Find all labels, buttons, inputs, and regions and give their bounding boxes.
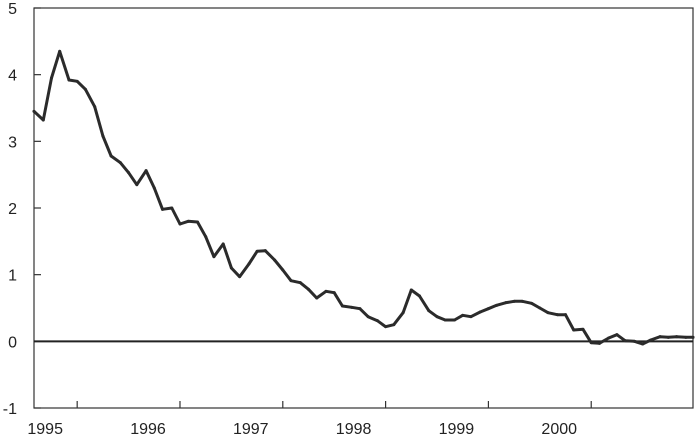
y-tick-label: 5 (8, 1, 17, 18)
data-point (366, 315, 370, 319)
data-point (658, 335, 662, 339)
data-point (623, 339, 627, 343)
data-point (135, 183, 139, 187)
data-point (49, 76, 53, 80)
data-point (186, 219, 190, 223)
series-points (32, 49, 695, 346)
data-point (350, 305, 354, 309)
data-point (161, 207, 165, 211)
data-point (564, 313, 568, 317)
data-point (41, 118, 45, 122)
x-tick-label: 2000 (541, 421, 577, 438)
data-point (418, 294, 422, 298)
data-point (358, 307, 362, 311)
x-tick-label: 1997 (233, 421, 269, 438)
series-line (32, 49, 695, 346)
y-axis: -1 0 1 2 3 4 5 (3, 1, 41, 418)
data-point (289, 279, 293, 283)
data-point (178, 222, 182, 226)
data-point (684, 335, 688, 339)
data-point (32, 109, 36, 113)
data-point (443, 318, 447, 322)
data-point (195, 220, 199, 224)
y-tick-label: 2 (8, 201, 17, 218)
x-tick-label: 1995 (27, 421, 63, 438)
data-point (409, 288, 413, 292)
data-point (58, 49, 62, 53)
data-point (641, 342, 645, 346)
data-point (384, 325, 388, 329)
data-point (118, 161, 122, 165)
data-point (273, 258, 277, 262)
data-point (607, 336, 611, 340)
x-tick-label: 1999 (439, 421, 475, 438)
data-point (238, 275, 242, 279)
data-point (461, 313, 465, 317)
data-point (546, 311, 550, 315)
data-point (101, 134, 105, 138)
data-point (495, 303, 499, 307)
data-point (632, 339, 636, 343)
data-point (221, 242, 225, 246)
data-point (315, 296, 319, 300)
data-point (572, 328, 576, 332)
data-point (281, 268, 285, 272)
x-tick-label: 1996 (130, 421, 166, 438)
data-point (435, 315, 439, 319)
data-point (298, 281, 302, 285)
data-point (520, 299, 524, 303)
x-axis: 1995 1996 1997 1998 1999 2000 (27, 401, 592, 438)
y-tick-label: -1 (3, 401, 17, 418)
data-point (504, 301, 508, 305)
data-point (538, 306, 542, 310)
data-point (109, 154, 113, 158)
data-point (589, 341, 593, 345)
data-point (75, 79, 79, 83)
data-point (486, 307, 490, 311)
data-point (478, 310, 482, 314)
data-point (392, 323, 396, 327)
data-point (127, 171, 131, 175)
data-point (229, 266, 233, 270)
data-point (691, 335, 695, 339)
data-point (615, 333, 619, 337)
data-point (427, 309, 431, 313)
y-tick-label: 3 (8, 134, 17, 151)
data-point (401, 311, 405, 315)
data-point (263, 249, 267, 253)
data-point (675, 335, 679, 339)
data-point (212, 255, 216, 259)
data-point (152, 186, 156, 190)
data-point (649, 338, 653, 342)
data-point (247, 262, 251, 266)
data-point (597, 341, 601, 345)
data-point (306, 287, 310, 291)
data-point (204, 235, 208, 239)
data-point (93, 105, 97, 109)
data-point (340, 304, 344, 308)
data-point (530, 301, 534, 305)
data-point (666, 335, 670, 339)
data-point (170, 206, 174, 210)
y-tick-label: 0 (8, 334, 17, 351)
data-point (324, 289, 328, 293)
y-tick-label: 4 (8, 68, 17, 85)
data-point (581, 327, 585, 331)
data-point (375, 319, 379, 323)
data-point (469, 315, 473, 319)
data-point (67, 78, 71, 82)
data-point (332, 291, 336, 295)
x-tick-label: 1998 (336, 421, 372, 438)
data-point (555, 313, 559, 317)
y-tick-label: 1 (8, 268, 17, 285)
data-point (512, 299, 516, 303)
data-point (144, 169, 148, 173)
data-point (83, 87, 87, 91)
data-point (255, 249, 259, 253)
data-point (452, 318, 456, 322)
plot-frame (33, 7, 694, 409)
